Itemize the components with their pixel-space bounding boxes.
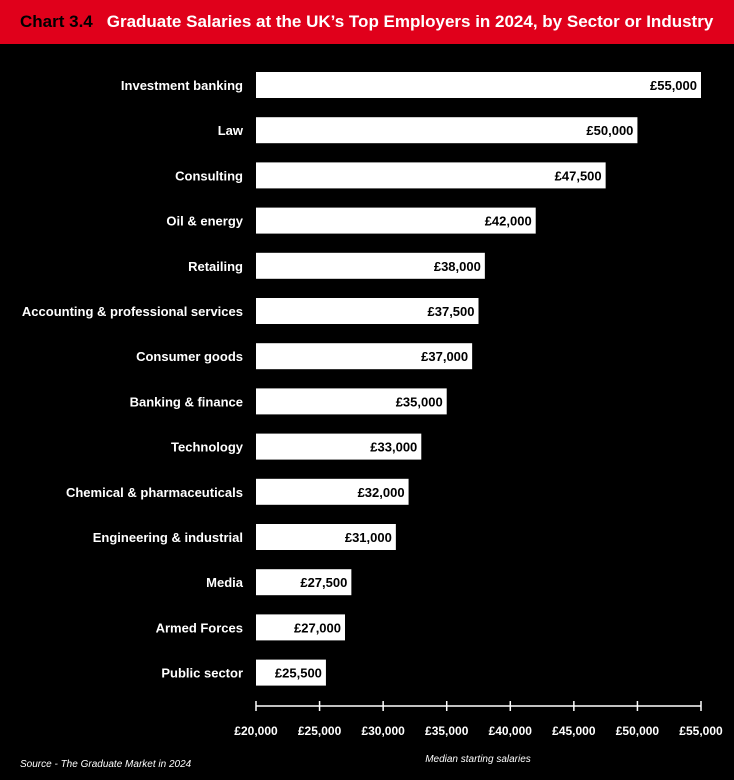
category-label-banking-and-finance: Banking & finance <box>130 394 243 409</box>
value-label-public-sector: £25,500 <box>275 666 322 681</box>
value-label-consulting: £47,500 <box>555 168 602 183</box>
category-label-public-sector: Public sector <box>161 666 243 681</box>
value-label-chemical-and-pharmaceuticals: £32,000 <box>358 485 405 500</box>
x-tick-label-25000: £25,000 <box>298 724 342 738</box>
value-label-retailing: £38,000 <box>434 259 481 274</box>
value-label-media: £27,500 <box>300 575 347 590</box>
x-tick-label-40000: £40,000 <box>489 724 533 738</box>
bar-public-sector <box>256 659 326 686</box>
x-tick-label-50000: £50,000 <box>616 724 660 738</box>
bar-media <box>256 569 352 596</box>
bar-accounting-and-professional-services <box>256 298 479 324</box>
category-label-technology: Technology <box>171 440 244 455</box>
value-label-law: £50,000 <box>586 123 633 138</box>
bar-banking-and-finance <box>256 388 447 415</box>
value-label-engineering-and-industrial: £31,000 <box>345 530 392 545</box>
value-label-armed-forces: £27,000 <box>294 620 341 635</box>
value-label-banking-and-finance: £35,000 <box>396 394 443 409</box>
x-tick-label-30000: £30,000 <box>361 724 405 738</box>
bar-armed-forces <box>256 614 345 641</box>
category-label-law: Law <box>218 123 244 138</box>
category-label-engineering-and-industrial: Engineering & industrial <box>93 530 243 545</box>
category-label-media: Media <box>206 575 244 590</box>
chart-number: Chart 3.4 <box>20 12 93 31</box>
source-note: Source - The Graduate Market in 2024 <box>20 759 192 770</box>
chart-title: Graduate Salaries at the UK’s Top Employ… <box>106 12 714 31</box>
bar-investment-banking <box>256 72 701 98</box>
bar-technology <box>256 433 422 460</box>
category-label-retailing: Retailing <box>188 259 243 274</box>
bar-chemical-and-pharmaceuticals <box>256 478 409 505</box>
category-label-accounting-and-professional-services: Accounting & professional services <box>22 304 243 319</box>
x-tick-label-55000: £55,000 <box>679 724 723 738</box>
chart-header: Chart 3.4 Graduate Salaries at the UK’s … <box>0 0 734 44</box>
category-label-chemical-and-pharmaceuticals: Chemical & pharmaceuticals <box>66 485 243 500</box>
category-label-armed-forces: Armed Forces <box>156 620 243 635</box>
category-label-investment-banking: Investment banking <box>121 78 243 93</box>
bar-consulting <box>256 162 606 189</box>
category-label-oil-and-energy: Oil & energy <box>166 214 243 229</box>
bar-oil-and-energy <box>256 207 536 234</box>
category-label-consumer-goods: Consumer goods <box>136 349 243 364</box>
x-tick-label-20000: £20,000 <box>234 724 278 738</box>
bar-retailing <box>256 252 485 279</box>
bar-engineering-and-industrial <box>256 524 396 550</box>
value-label-accounting-and-professional-services: £37,500 <box>428 304 475 319</box>
x-tick-label-35000: £35,000 <box>425 724 469 738</box>
x-axis-title: Median starting salaries <box>425 754 531 765</box>
value-label-oil-and-energy: £42,000 <box>485 214 532 229</box>
value-label-consumer-goods: £37,000 <box>421 349 468 364</box>
bar-law <box>256 117 638 144</box>
value-label-technology: £33,000 <box>370 440 417 455</box>
category-label-consulting: Consulting <box>175 168 243 183</box>
bar-consumer-goods <box>256 343 473 370</box>
value-label-investment-banking: £55,000 <box>650 78 697 93</box>
x-tick-label-45000: £45,000 <box>552 724 596 738</box>
